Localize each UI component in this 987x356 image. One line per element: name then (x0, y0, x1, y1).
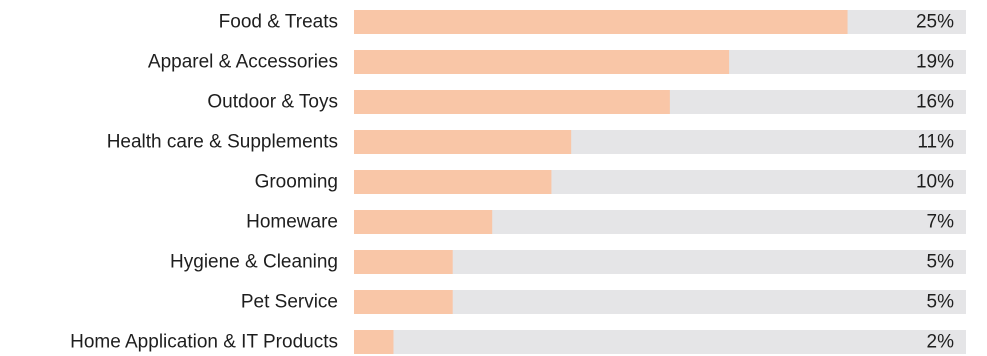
bar-row: Pet Service 5% (241, 290, 966, 314)
category-label: Apparel & Accessories (148, 52, 338, 73)
bar-row: Homeware 7% (246, 210, 966, 234)
bar (354, 170, 552, 194)
value-label: 19% (916, 52, 954, 73)
bar-row: Outdoor & Toys 16% (207, 90, 966, 114)
value-label: 7% (927, 212, 955, 233)
category-label: Home Application & IT Products (70, 332, 338, 353)
bar (354, 90, 670, 114)
bar-row: Food & Treats 25% (219, 10, 966, 34)
category-label: Food & Treats (219, 12, 338, 33)
value-label: 16% (916, 92, 954, 113)
bar (354, 250, 453, 274)
category-label: Hygiene & Cleaning (170, 252, 338, 273)
value-label: 25% (916, 12, 954, 33)
category-label: Homeware (246, 212, 338, 233)
value-label: 2% (927, 332, 955, 353)
bar (354, 290, 453, 314)
bar-track (354, 290, 966, 314)
category-label: Health care & Supplements (107, 132, 338, 153)
bar-row: Apparel & Accessories 19% (148, 50, 966, 74)
bar (354, 210, 493, 234)
value-label: 11% (917, 132, 954, 153)
bar-row: Hygiene & Cleaning 5% (170, 250, 966, 274)
bar (354, 330, 394, 354)
bar (354, 50, 730, 74)
bar-track (354, 250, 966, 274)
bar-row: Grooming 10% (255, 170, 966, 194)
bar (354, 10, 848, 34)
category-label: Grooming (255, 172, 338, 193)
bar-row: Home Application & IT Products 2% (70, 330, 966, 354)
value-label: 10% (916, 172, 954, 193)
category-label: Outdoor & Toys (207, 92, 338, 113)
bar-track (354, 330, 966, 354)
bar (354, 130, 572, 154)
bar-row: Health care & Supplements 11% (107, 130, 966, 154)
value-label: 5% (927, 292, 955, 313)
value-label: 5% (927, 252, 955, 273)
category-label: Pet Service (241, 292, 338, 313)
